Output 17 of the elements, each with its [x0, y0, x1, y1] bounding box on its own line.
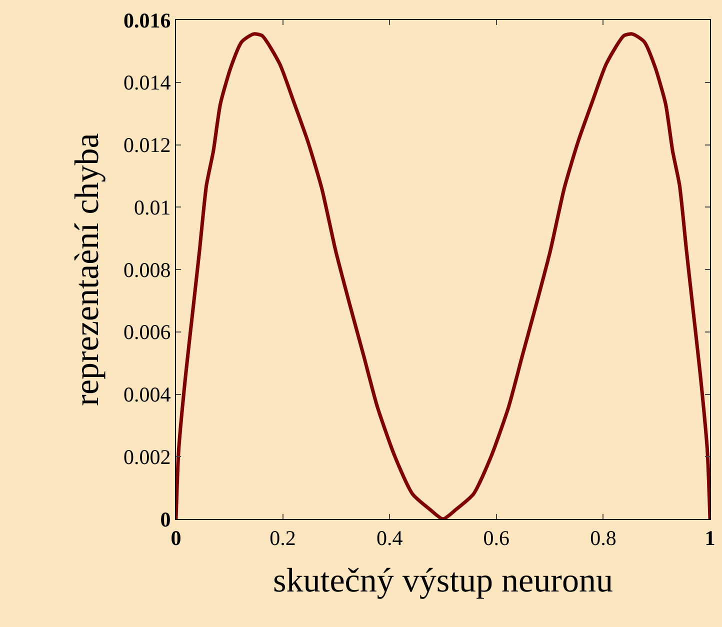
x-tick-label: 1	[704, 526, 716, 550]
y-tick-label: 0.004	[124, 382, 172, 407]
x-tick-label: 0.2	[270, 526, 296, 550]
y-tick-label: 0	[160, 507, 171, 532]
y-tick-label: 0.016	[124, 8, 171, 32]
x-tick-label: 0.8	[590, 526, 616, 550]
y-tick-label: 0.012	[124, 133, 171, 158]
y-tick-label: 0.014	[124, 70, 172, 95]
y-tick-label: 0.01	[134, 195, 171, 220]
line-series	[176, 32, 710, 519]
y-tick-label: 0.002	[124, 444, 171, 469]
x-tick-label: 0.6	[483, 526, 510, 550]
x-tick-label: 0.4	[376, 526, 404, 550]
y-tick-label: 0.008	[124, 258, 171, 282]
x-axis-title: skutečný výstup neuronu	[273, 562, 613, 600]
y-tick-label: 0.006	[124, 320, 171, 344]
y-axis-title: reprezentaèní chyba	[69, 133, 106, 406]
